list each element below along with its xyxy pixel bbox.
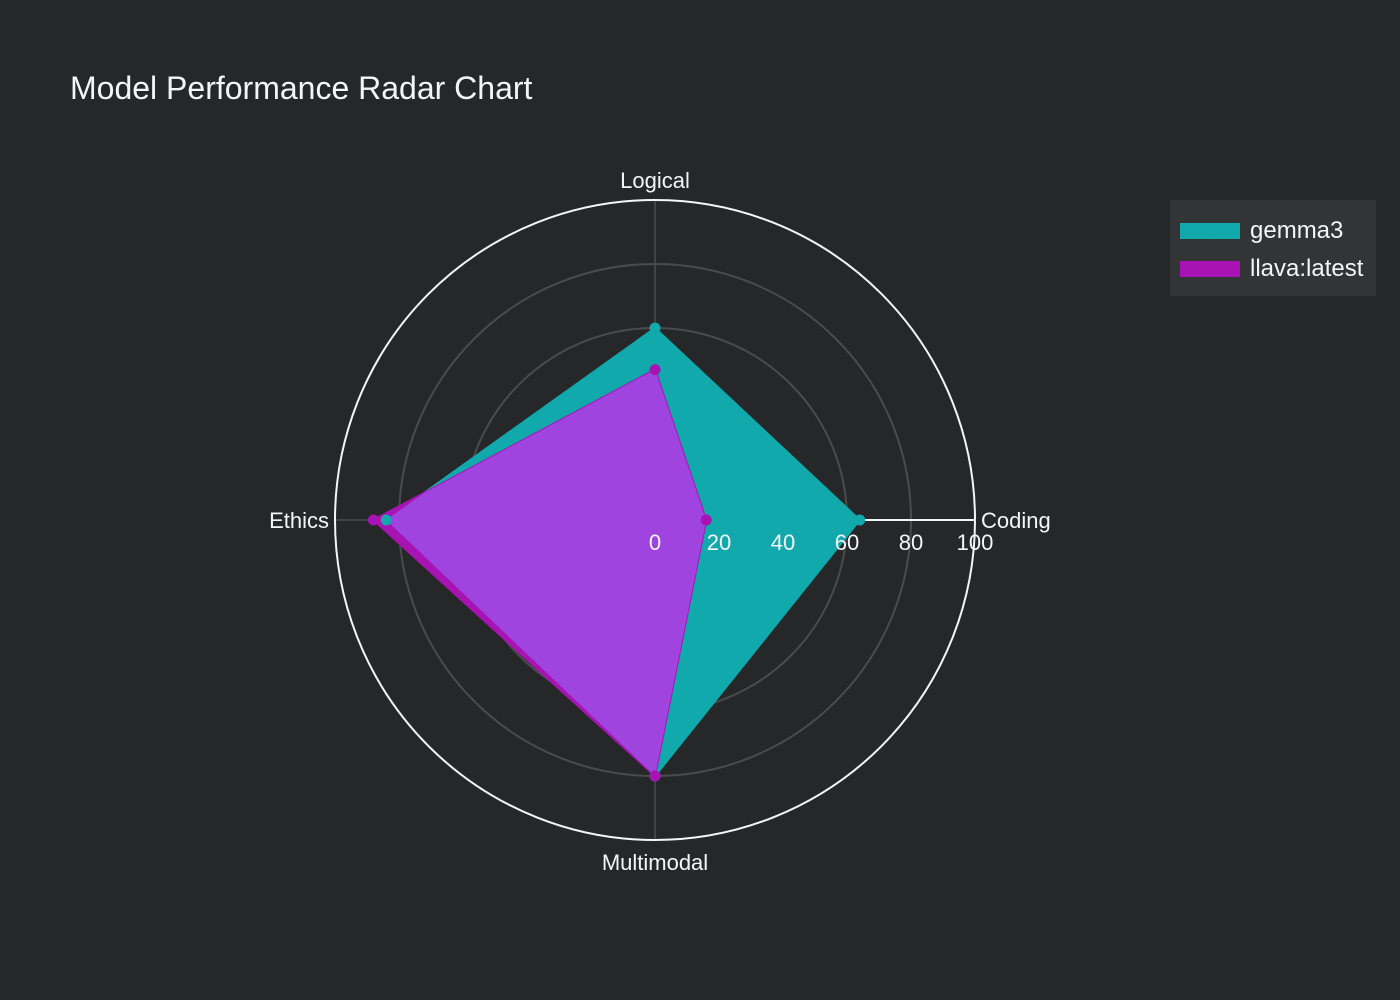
- series-0-point-0[interactable]: [854, 514, 866, 526]
- legend-item-series-1[interactable]: llava:latest: [1170, 250, 1376, 288]
- radial-tick-label-4: 80: [899, 530, 923, 555]
- legend-label-series-0: gemma3: [1250, 217, 1344, 244]
- series-layer: [367, 322, 866, 782]
- chart-title: Model Performance Radar Chart: [70, 70, 533, 106]
- series-0-point-2[interactable]: [380, 514, 392, 526]
- series-0-point-1[interactable]: [649, 322, 661, 334]
- legend-swatch-series-0: [1180, 212, 1240, 250]
- radial-tick-label-3: 60: [835, 530, 859, 555]
- series-overlap-area: [386, 369, 707, 776]
- radial-tick-label-1: 20: [707, 530, 731, 555]
- series-1-point-2[interactable]: [367, 514, 379, 526]
- radial-tick-label-2: 40: [771, 530, 795, 555]
- category-label-logical: Logical: [620, 168, 690, 193]
- legend-item-series-0[interactable]: gemma3: [1170, 212, 1376, 250]
- legend: gemma3 llava:latest: [1170, 200, 1376, 296]
- series-1-point-1[interactable]: [649, 364, 661, 376]
- series-1-point-3[interactable]: [649, 770, 661, 782]
- legend-swatch-series-1: [1180, 250, 1240, 288]
- radial-tick-label-5: 100: [957, 530, 994, 555]
- category-label-coding: Coding: [981, 508, 1051, 533]
- category-label-ethics: Ethics: [269, 508, 329, 533]
- series-1-point-0[interactable]: [700, 514, 712, 526]
- radial-tick-label-0: 0: [649, 530, 661, 555]
- category-label-multimodal: Multimodal: [602, 850, 708, 875]
- legend-label-series-1: llava:latest: [1250, 255, 1364, 282]
- label-layer: Coding Logical Ethics Multimodal 0 20 40 60 80 10…: [269, 168, 1051, 875]
